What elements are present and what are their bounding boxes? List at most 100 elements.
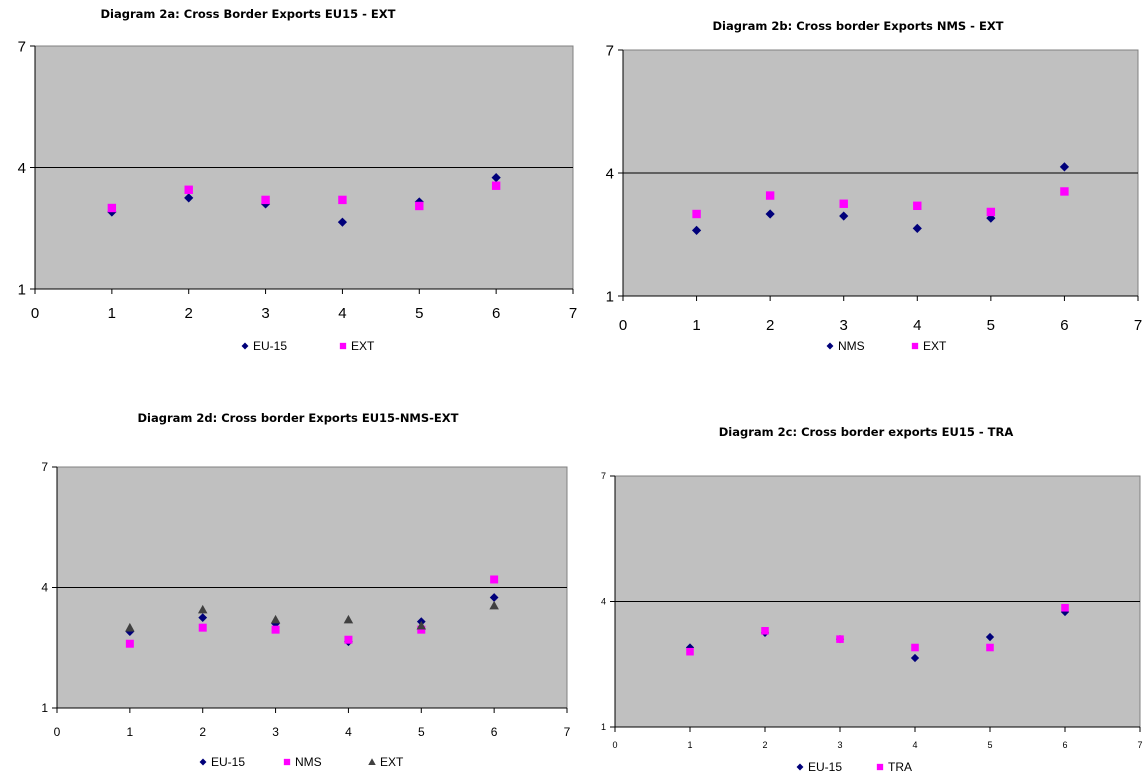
legend-label: NMS bbox=[838, 339, 865, 353]
data-point-eu-15 bbox=[184, 193, 194, 203]
legend-marker bbox=[199, 758, 207, 766]
chart-1: Diagram 2a: Cross Border Exports EU15 - … bbox=[18, 7, 578, 353]
x-tick-label: 5 bbox=[987, 740, 992, 750]
data-point-ext bbox=[125, 622, 135, 632]
data-point-nms bbox=[912, 223, 922, 233]
chart-title: Diagram 2d: Cross border Exports EU15-NM… bbox=[137, 411, 458, 425]
legend-marker bbox=[796, 763, 804, 771]
x-tick-label: 2 bbox=[199, 725, 206, 739]
legend-marker bbox=[876, 763, 884, 771]
data-point-tra bbox=[911, 643, 919, 652]
x-tick-label: 7 bbox=[1137, 740, 1142, 750]
data-point-nms bbox=[417, 625, 426, 634]
x-tick-label: 5 bbox=[418, 725, 425, 739]
legend-label: EU-15 bbox=[253, 339, 287, 353]
x-tick-label: 0 bbox=[619, 317, 627, 334]
legend-label: NMS bbox=[295, 755, 322, 769]
data-point-ext bbox=[107, 203, 117, 213]
chart-2: Diagram 2b: Cross border Exports NMS - E… bbox=[606, 19, 1143, 353]
x-tick-label: 2 bbox=[766, 317, 774, 334]
legend-marker bbox=[339, 342, 347, 350]
y-tick-label: 7 bbox=[18, 38, 26, 55]
x-tick-label: 3 bbox=[837, 740, 842, 750]
y-tick-label: 7 bbox=[41, 460, 48, 474]
legend-marker bbox=[241, 342, 249, 350]
y-tick-label: 4 bbox=[606, 165, 614, 182]
y-tick-label: 1 bbox=[41, 701, 48, 715]
data-point-nms bbox=[691, 225, 702, 235]
data-point-eu-15 bbox=[489, 593, 499, 602]
data-point-ext bbox=[839, 199, 848, 208]
data-point-ext bbox=[261, 195, 270, 205]
data-point-nms bbox=[839, 211, 849, 221]
y-tick-label: 7 bbox=[606, 42, 614, 59]
legend-label: EXT bbox=[923, 339, 947, 353]
data-point-ext bbox=[913, 201, 922, 210]
legend-marker bbox=[911, 342, 919, 350]
data-point-ext bbox=[491, 181, 501, 190]
x-tick-label: 0 bbox=[54, 725, 61, 739]
chart-title: Diagram 2c: Cross border exports EU15 - … bbox=[719, 425, 1014, 439]
y-tick-label: 4 bbox=[41, 581, 48, 595]
data-point-tra bbox=[836, 635, 844, 643]
x-tick-label: 0 bbox=[31, 305, 39, 322]
y-tick-label: 4 bbox=[18, 160, 26, 177]
x-tick-label: 7 bbox=[564, 725, 571, 739]
data-point-ext bbox=[416, 620, 427, 630]
chart-4: Diagram 2c: Cross border exports EU15 - … bbox=[601, 425, 1143, 774]
data-point-ext bbox=[765, 191, 775, 200]
data-point-nms bbox=[765, 209, 775, 219]
legend-label: EU-15 bbox=[211, 755, 245, 769]
x-tick-label: 6 bbox=[491, 725, 498, 739]
y-tick-label: 4 bbox=[601, 597, 606, 607]
x-tick-label: 1 bbox=[108, 305, 116, 322]
data-point-nms bbox=[198, 623, 207, 632]
data-point-ext bbox=[338, 195, 347, 205]
legend-marker bbox=[283, 758, 291, 766]
chart-3: Diagram 2d: Cross border Exports EU15-NM… bbox=[41, 411, 570, 769]
chart-title: Diagram 2a: Cross Border Exports EU15 - … bbox=[101, 7, 396, 21]
data-point-nms bbox=[125, 639, 134, 648]
x-tick-label: 4 bbox=[912, 740, 917, 750]
data-point-eu-15 bbox=[491, 173, 501, 183]
x-tick-label: 2 bbox=[762, 740, 767, 750]
x-tick-label: 6 bbox=[1060, 317, 1068, 334]
chart-title: Diagram 2b: Cross border Exports NMS - E… bbox=[712, 19, 1003, 33]
legend-label: EXT bbox=[351, 339, 375, 353]
data-point-tra bbox=[1061, 603, 1069, 612]
x-tick-label: 3 bbox=[840, 317, 848, 334]
data-point-ext bbox=[489, 600, 499, 610]
data-point-ext bbox=[343, 614, 354, 624]
legend-marker bbox=[826, 342, 834, 350]
x-tick-label: 1 bbox=[692, 317, 700, 334]
data-point-ext bbox=[1060, 187, 1069, 196]
legend-label: EU-15 bbox=[808, 760, 842, 774]
data-point-eu-15 bbox=[337, 217, 348, 227]
data-point-ext bbox=[692, 209, 701, 219]
data-point-tra bbox=[686, 647, 694, 656]
data-point-eu-15 bbox=[1060, 607, 1070, 617]
data-point-ext bbox=[184, 185, 193, 194]
x-tick-label: 7 bbox=[569, 305, 577, 322]
y-tick-label: 7 bbox=[601, 471, 606, 481]
x-tick-label: 3 bbox=[261, 305, 269, 322]
data-point-eu-15 bbox=[910, 653, 920, 663]
x-tick-label: 0 bbox=[612, 740, 617, 750]
data-point-nms bbox=[490, 575, 499, 584]
legend-label: EXT bbox=[380, 755, 404, 769]
x-tick-label: 5 bbox=[415, 305, 423, 322]
x-tick-label: 4 bbox=[338, 305, 346, 322]
legend-label: TRA bbox=[888, 760, 912, 774]
x-tick-label: 2 bbox=[185, 305, 193, 322]
x-tick-label: 6 bbox=[492, 305, 500, 322]
data-point-nms bbox=[1059, 162, 1070, 172]
data-point-eu-15 bbox=[985, 632, 995, 642]
legend-marker bbox=[368, 758, 376, 765]
x-tick-label: 6 bbox=[1062, 740, 1067, 750]
y-tick-label: 1 bbox=[18, 281, 26, 298]
data-point-ext bbox=[270, 614, 281, 624]
data-point-ext bbox=[986, 207, 996, 217]
x-tick-label: 3 bbox=[272, 725, 279, 739]
y-tick-label: 1 bbox=[601, 722, 606, 732]
